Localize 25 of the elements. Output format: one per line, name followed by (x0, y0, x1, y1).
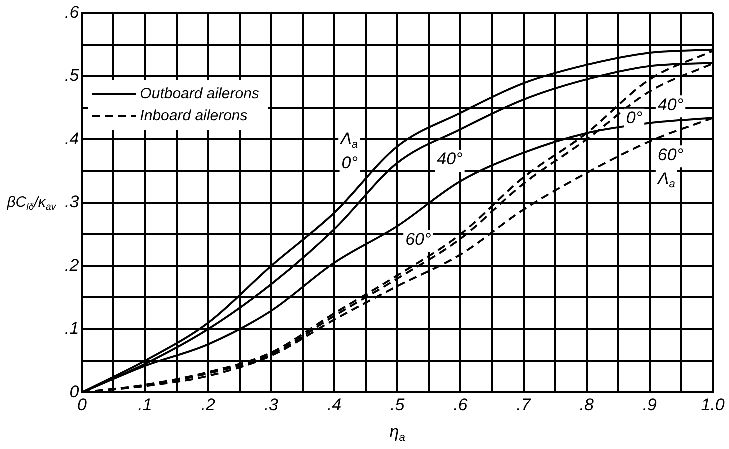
y-tick-label: .3 (64, 192, 80, 212)
y-tick-label: .2 (64, 256, 80, 275)
annotation: 40° (658, 95, 684, 114)
x-tick-label: .4 (327, 396, 342, 415)
x-tick-label: .2 (201, 396, 216, 415)
x-tick-label: .9 (642, 396, 658, 415)
legend-label: Inboard ailerons (140, 108, 248, 125)
y-tick-label: 0 (70, 382, 80, 402)
x-tick-label: .8 (580, 396, 594, 415)
annotation: 40° (437, 150, 464, 169)
annotation: 60° (658, 145, 684, 164)
annotation: 0° (342, 153, 358, 172)
annotation: 60° (406, 230, 432, 250)
y-tick-label: .6 (64, 2, 80, 22)
x-tick-label: 1.0 (701, 396, 726, 415)
x-tick-label: .7 (516, 396, 532, 415)
y-tick-label: .1 (64, 319, 80, 338)
x-tick-label: .5 (390, 396, 406, 415)
y-tick-label: .4 (64, 129, 80, 148)
annotation: 0° (626, 108, 643, 128)
x-tick-label: .1 (138, 396, 152, 415)
legend-label: Outboard ailerons (140, 86, 260, 103)
y-tick-label: .5 (64, 66, 80, 86)
x-tick-label: .3 (264, 396, 280, 415)
x-tick-label: .6 (454, 396, 468, 415)
